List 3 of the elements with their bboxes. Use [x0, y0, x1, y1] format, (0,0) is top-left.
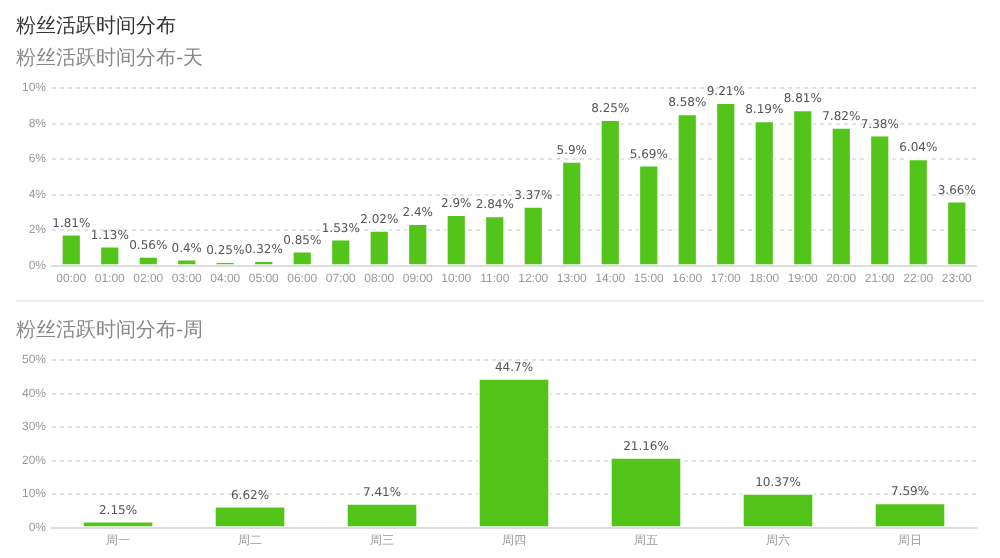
chart-title: 粉丝活跃时间分布 [16, 13, 176, 40]
chart-subtitle: 粉丝活跃时间分布-天 [16, 45, 204, 72]
chart-subtitle: 粉丝活跃时间分布-周 [16, 317, 204, 344]
